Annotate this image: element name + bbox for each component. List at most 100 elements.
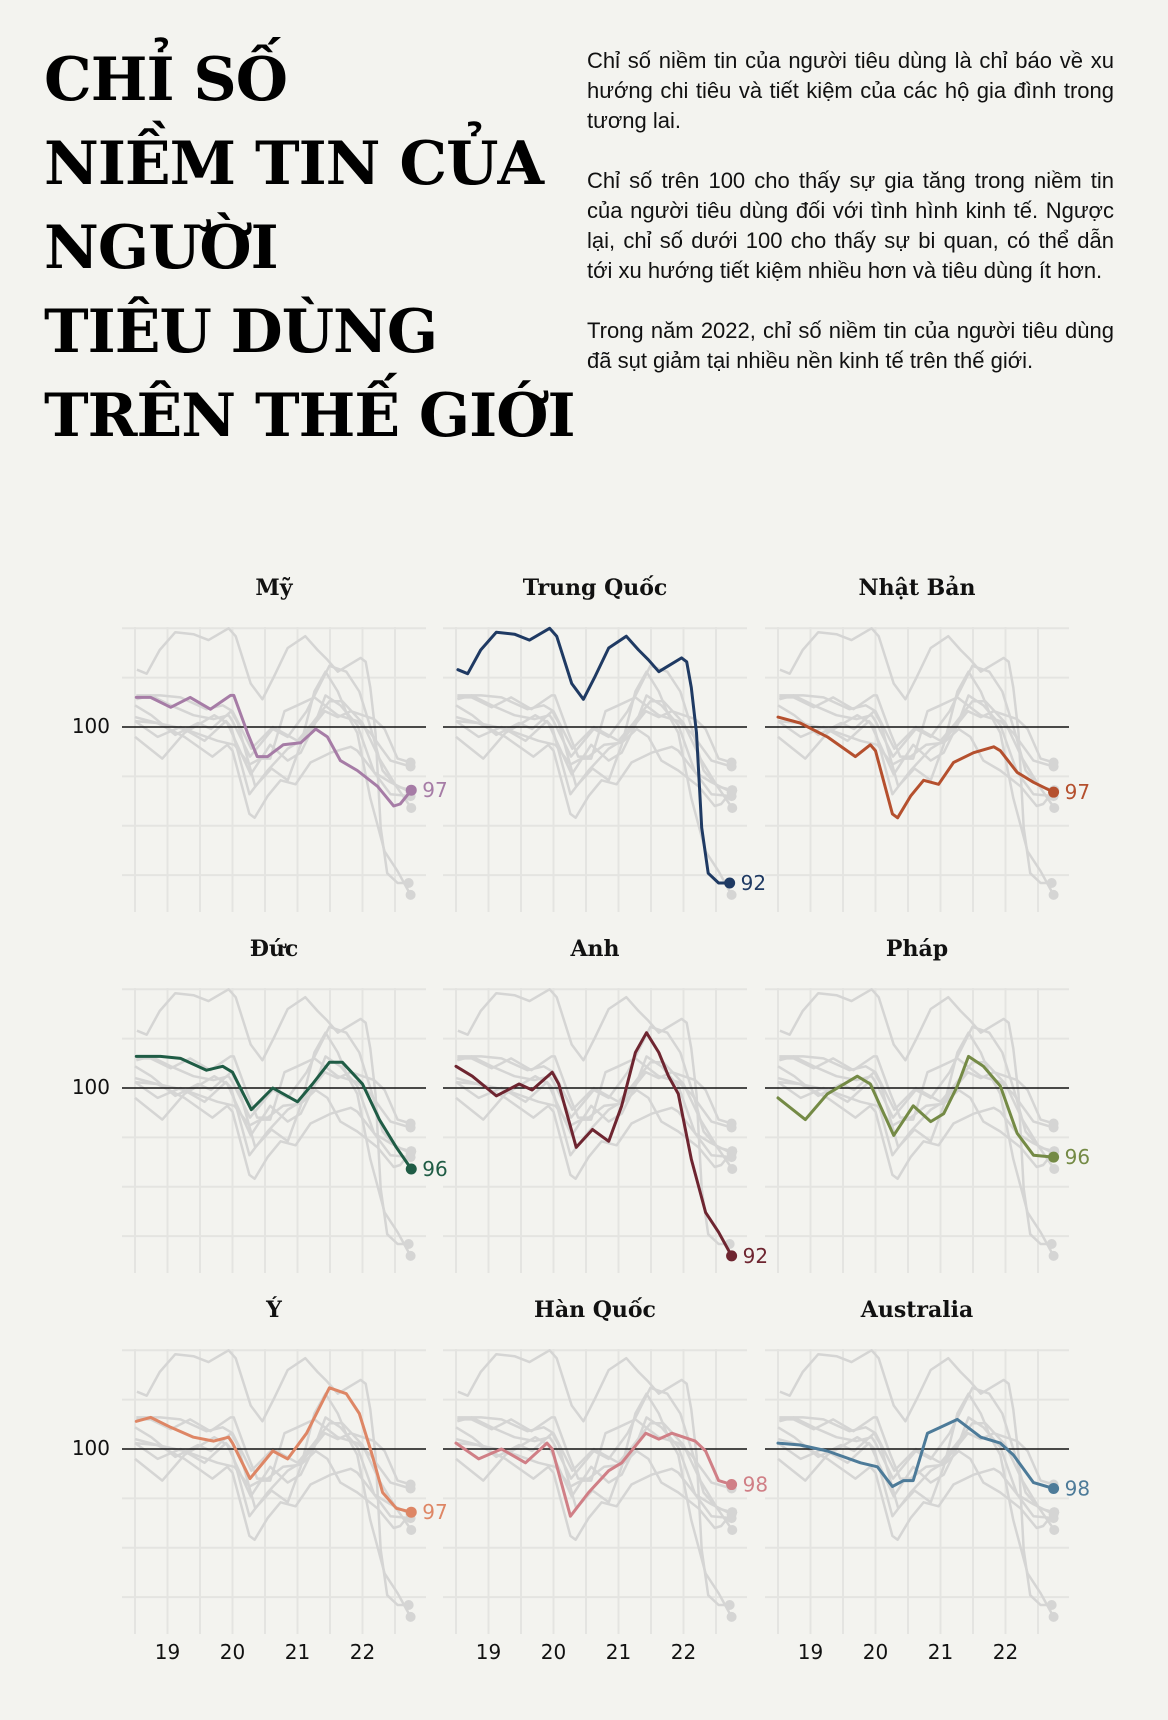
x-tick-label: 21 — [605, 1640, 632, 1664]
line-chart-panel: 98 — [443, 1349, 768, 1634]
panel-title: Hàn Quốc — [534, 1297, 656, 1323]
context-end-dot — [406, 1146, 417, 1157]
end-value-label: 92 — [741, 871, 766, 895]
highlight-line — [776, 1054, 1056, 1159]
panel-title: Trung Quốc — [522, 575, 668, 601]
context-line — [455, 715, 733, 820]
end-value-label: 98 — [743, 1473, 768, 1497]
context-line — [457, 988, 730, 1246]
context-line — [134, 694, 411, 798]
context-line — [779, 694, 1056, 809]
title-line: NIỀM TIN CỦA — [44, 129, 544, 199]
context-line — [134, 1070, 411, 1157]
context-end-dot — [405, 1250, 416, 1261]
x-tick-label: 19 — [154, 1640, 181, 1664]
context-end-dot — [727, 1163, 738, 1174]
context-end-dot — [1049, 802, 1060, 813]
line-chart-panel: 92 — [443, 626, 766, 912]
end-value-label: 97 — [422, 1500, 447, 1524]
end-value-label: 97 — [1065, 780, 1090, 804]
highlight-line — [454, 1431, 734, 1518]
line-chart-panel: 96 — [122, 988, 448, 1273]
context-end-dot — [726, 1611, 737, 1622]
end-point-dot — [1048, 1151, 1060, 1163]
line-chart-panel: 97 — [122, 1349, 448, 1634]
context-line — [134, 1055, 411, 1159]
context-end-dot — [406, 1524, 417, 1535]
x-tick-label: 20 — [219, 1640, 246, 1664]
context-end-dot — [405, 1483, 416, 1494]
context-line — [136, 694, 413, 809]
panel-title: Nhật Bản — [858, 575, 976, 601]
x-tick-label: 20 — [540, 1640, 567, 1664]
context-line — [455, 1070, 732, 1157]
context-end-dot — [727, 802, 738, 813]
context-line — [455, 709, 732, 796]
context-end-dot — [1049, 1163, 1060, 1174]
context-end-dot — [727, 785, 738, 796]
x-tick-label: 21 — [284, 1640, 311, 1664]
context-line — [134, 1416, 411, 1520]
context-line — [134, 715, 412, 820]
context-line — [779, 1349, 1052, 1607]
x-tick-label: 19 — [475, 1640, 502, 1664]
line-chart-panel: 97 — [122, 627, 448, 912]
gridlines — [122, 627, 426, 912]
title-line: NGƯỜI — [44, 213, 279, 283]
context-end-dot — [1049, 1507, 1060, 1518]
panel-title: Australia — [860, 1297, 974, 1323]
end-value-label: 98 — [1065, 1477, 1090, 1501]
context-line — [777, 1416, 1054, 1520]
context-line — [779, 627, 1052, 885]
panel-title: Pháp — [885, 936, 949, 962]
context-line — [134, 1076, 412, 1181]
context-line — [455, 694, 732, 798]
line-chart-panel: 97 — [765, 627, 1090, 912]
gridlines — [765, 1349, 1069, 1634]
intro-text: Chỉ số niềm tin của người tiêu dùng là c… — [587, 46, 1114, 406]
context-end-dot — [726, 889, 737, 900]
context-line — [777, 1437, 1055, 1542]
end-point-dot — [1048, 786, 1060, 798]
context-end-dot — [1048, 1122, 1059, 1133]
gridlines — [122, 988, 426, 1273]
context-end-dot — [405, 889, 416, 900]
context-line — [136, 1349, 409, 1607]
end-point-dot — [724, 877, 736, 889]
line-chart-panel: 98 — [765, 1349, 1090, 1634]
highlight-line — [454, 1031, 734, 1258]
context-line — [779, 1416, 1056, 1531]
context-line — [777, 709, 1054, 796]
end-value-label: 96 — [422, 1157, 447, 1181]
x-tick-label: 22 — [992, 1640, 1019, 1664]
page-title: CHỈ SỐ NIỀM TIN CỦA NGƯỜI TIÊU DÙNG TRÊN… — [44, 38, 576, 458]
end-point-dot — [405, 784, 417, 796]
panel-title: Ý — [266, 1297, 282, 1323]
context-line — [777, 1431, 1054, 1518]
end-point-dot — [405, 1163, 417, 1175]
context-end-dot — [1048, 889, 1059, 900]
title-line: TRÊN THẾ GIỚI — [44, 381, 576, 451]
context-line — [457, 694, 734, 809]
context-line — [134, 1437, 412, 1542]
panel-title: Mỹ — [255, 575, 293, 601]
context-end-dot — [405, 761, 416, 772]
context-end-dot — [405, 1611, 416, 1622]
context-line — [777, 1070, 1054, 1157]
gridlines — [443, 988, 747, 1273]
context-line — [134, 709, 411, 796]
end-value-label: 92 — [743, 1244, 768, 1268]
y-reference-label: 100 — [71, 714, 110, 738]
highlight-line — [776, 715, 1056, 820]
line-chart-panel: 96 — [765, 988, 1090, 1273]
end-point-dot — [726, 1479, 738, 1491]
intro-paragraph: Chỉ số niềm tin của người tiêu dùng là c… — [587, 48, 1114, 133]
context-end-dot — [1049, 1524, 1060, 1535]
context-end-dot — [727, 1524, 738, 1535]
context-end-dot — [405, 1122, 416, 1133]
context-end-dot — [726, 1122, 737, 1133]
gridlines — [443, 1349, 747, 1634]
highlight-line — [456, 626, 732, 885]
intro-paragraph: Chỉ số trên 100 cho thấy sự gia tăng tro… — [587, 168, 1114, 283]
title-line: TIÊU DÙNG — [44, 297, 438, 367]
